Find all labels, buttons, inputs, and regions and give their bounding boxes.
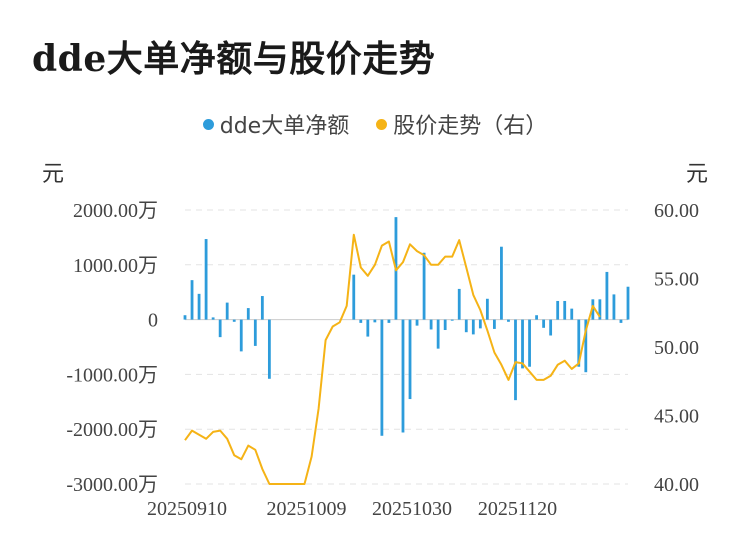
bar-mark bbox=[563, 300, 567, 320]
bar-series bbox=[183, 217, 630, 436]
legend-label-dde: dde大单净额 bbox=[219, 114, 350, 139]
right-tick-label: 45.00 bbox=[654, 406, 699, 428]
bar-mark bbox=[380, 319, 384, 436]
bar-mark bbox=[556, 300, 560, 320]
left-tick-label: -3000.00万 bbox=[66, 474, 158, 496]
bar-mark bbox=[619, 319, 623, 323]
bar-mark bbox=[521, 319, 524, 369]
x-axis-ticks: 20250910 20251009 20251030 20251120 bbox=[147, 498, 557, 520]
bar-mark bbox=[401, 319, 405, 433]
legend-item-price[interactable]: 股价走势（右） bbox=[376, 108, 547, 140]
bar-mark bbox=[542, 319, 546, 328]
bar-mark bbox=[450, 319, 454, 321]
x-tick-label: 20250910 bbox=[147, 498, 227, 520]
bar-mark bbox=[359, 319, 363, 323]
bar-mark bbox=[549, 319, 553, 336]
line-series bbox=[184, 233, 601, 485]
bar-mark bbox=[605, 271, 609, 320]
bar-mark bbox=[190, 280, 194, 320]
grid-lines bbox=[185, 209, 628, 485]
bar-mark bbox=[211, 317, 215, 320]
bar-mark bbox=[232, 319, 236, 322]
bar-mark bbox=[183, 315, 187, 320]
bar-mark bbox=[507, 319, 510, 322]
bar-mark bbox=[528, 319, 531, 367]
bar-mark bbox=[626, 286, 630, 320]
chart-title: dde大单净额与股价走势 bbox=[32, 38, 436, 80]
bar-mark bbox=[387, 319, 391, 323]
x-tick-label: 20251030 bbox=[372, 498, 452, 520]
price-line bbox=[184, 233, 601, 485]
x-tick-label: 20251009 bbox=[267, 498, 347, 520]
bar-mark bbox=[429, 319, 433, 330]
bar-mark bbox=[352, 274, 356, 320]
bar-mark bbox=[612, 294, 616, 320]
bar-mark bbox=[204, 239, 208, 320]
left-axis-ticks: 2000.00万 1000.00万 0 -1000.00万 -2000.00万 -3000… bbox=[66, 200, 158, 496]
right-tick-label: 60.00 bbox=[654, 200, 699, 222]
legend-label-price: 股价走势（右） bbox=[393, 114, 548, 139]
right-unit-label: 元 bbox=[685, 162, 708, 187]
legend: dde大单净额 股价走势（右） bbox=[0, 108, 750, 140]
bar-mark bbox=[415, 319, 419, 326]
legend-dot-price bbox=[376, 118, 388, 130]
bar-mark bbox=[514, 319, 517, 401]
left-tick-label: 2000.00万 bbox=[73, 200, 158, 222]
bar-mark bbox=[443, 319, 447, 331]
bar-mark bbox=[591, 299, 595, 320]
legend-dot-dde bbox=[202, 118, 214, 130]
bar-mark bbox=[246, 308, 250, 320]
right-tick-label: 50.00 bbox=[654, 337, 699, 359]
bar-mark bbox=[485, 298, 489, 320]
bar-mark bbox=[218, 319, 222, 338]
bar-mark bbox=[478, 319, 482, 329]
bar-mark bbox=[436, 319, 440, 349]
bar-mark bbox=[373, 319, 377, 323]
right-axis-ticks: 60.00 55.00 50.00 45.00 40.00 bbox=[654, 200, 699, 496]
bar-mark bbox=[260, 296, 264, 320]
left-tick-label: -1000.00万 bbox=[66, 364, 158, 386]
bar-mark bbox=[535, 315, 538, 320]
bar-mark bbox=[570, 308, 574, 320]
bar-mark bbox=[239, 319, 243, 352]
bar-mark bbox=[584, 319, 588, 373]
bar-mark bbox=[577, 319, 581, 367]
bar-mark bbox=[464, 319, 468, 333]
bar-mark bbox=[225, 302, 229, 320]
x-tick-label: 20251120 bbox=[478, 498, 557, 520]
bar-mark bbox=[366, 319, 370, 337]
legend-item-dde[interactable]: dde大单净额 bbox=[202, 108, 350, 140]
bar-mark bbox=[422, 252, 426, 320]
bar-mark bbox=[408, 319, 412, 400]
left-unit-label: 元 bbox=[42, 162, 65, 187]
right-tick-label: 55.00 bbox=[654, 269, 699, 291]
left-tick-label: 0 bbox=[148, 310, 158, 332]
bar-mark bbox=[598, 299, 602, 320]
bar-mark bbox=[492, 319, 496, 329]
left-tick-label: -2000.00万 bbox=[66, 419, 158, 441]
right-tick-label: 40.00 bbox=[654, 474, 699, 496]
bar-mark bbox=[471, 319, 475, 335]
bar-mark bbox=[457, 288, 461, 320]
bar-mark bbox=[253, 319, 257, 346]
bar-mark bbox=[197, 293, 201, 320]
left-tick-label: 1000.00万 bbox=[73, 255, 158, 277]
bar-mark bbox=[500, 246, 503, 320]
bar-mark bbox=[267, 319, 271, 379]
